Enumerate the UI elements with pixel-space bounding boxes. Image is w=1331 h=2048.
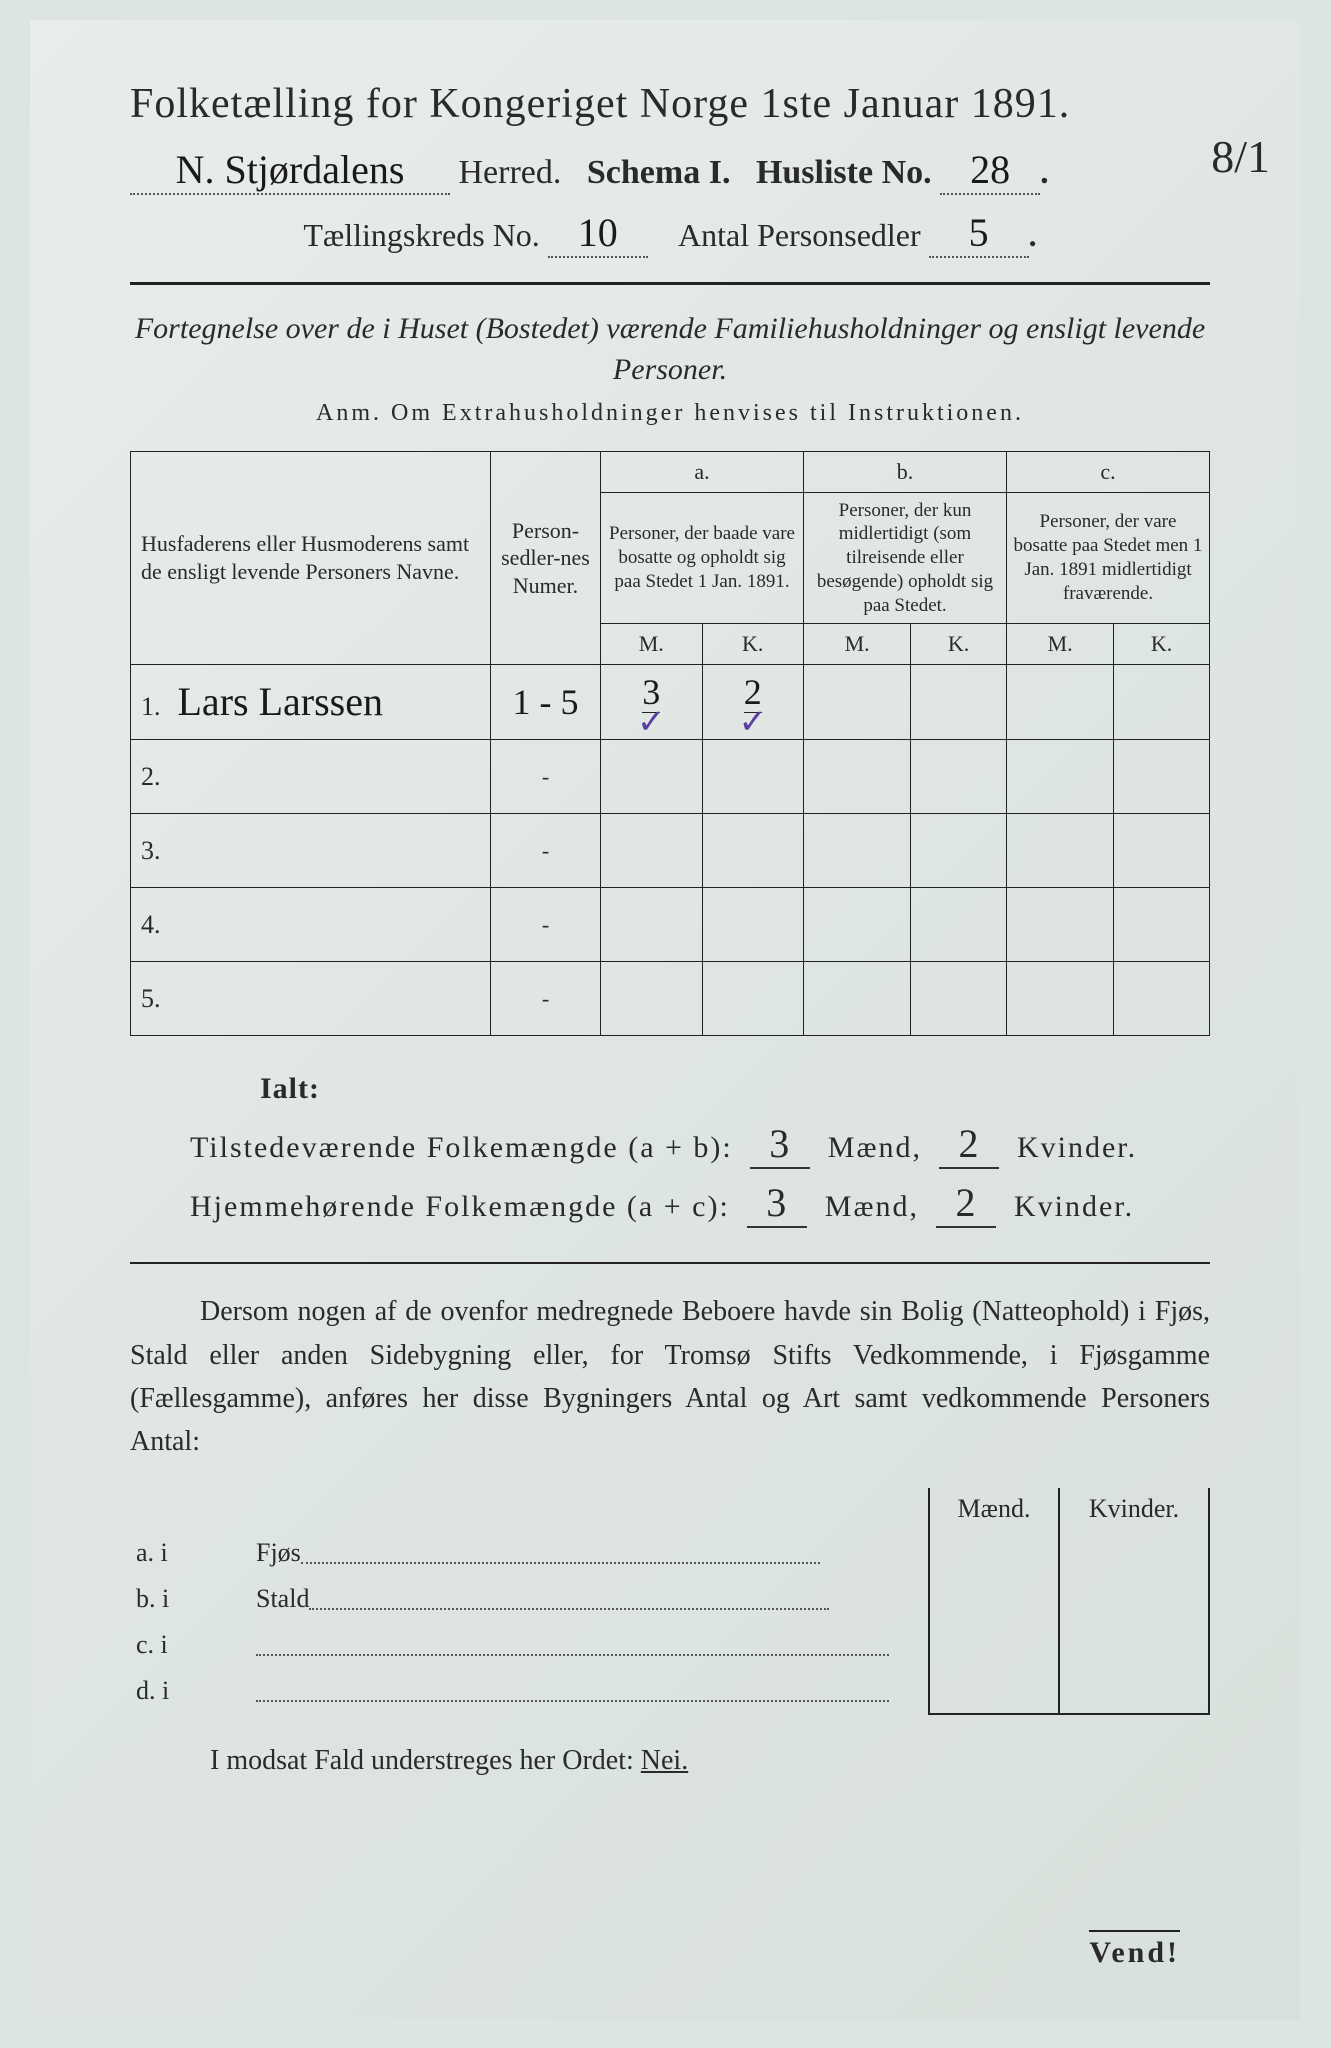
- bottom-k: [1059, 1530, 1209, 1576]
- nei-pre: I modsat Fald understreges her Ordet:: [210, 1745, 641, 1776]
- hr-1: [130, 282, 1210, 285]
- husliste-label: Husliste No.: [756, 154, 932, 191]
- anm-note: Anm. Om Extrahusholdninger henvises til …: [130, 400, 1210, 427]
- sum2-m: 3: [747, 1179, 807, 1228]
- th-b-k: K.: [911, 624, 1007, 665]
- bottom-lbl: a. i: [130, 1530, 250, 1576]
- th-name-text: Husfaderens eller Husmoderens samt de en…: [141, 531, 469, 584]
- row-num: 2.: [141, 762, 171, 792]
- bottom-kind: Fjøs: [256, 1538, 301, 1567]
- census-form-page: 8/1 Folketælling for Kongeriget Norge 1s…: [30, 20, 1300, 2020]
- kvinder-label: Kvinder.: [1014, 1190, 1134, 1223]
- bottom-row: c. i: [130, 1622, 1209, 1668]
- table-row: 5. -: [131, 962, 1210, 1036]
- herred-line: N. Stjørdalens Herred. Schema I. Huslist…: [130, 146, 1210, 195]
- th-name: Husfaderens eller Husmoderens samt de en…: [131, 452, 491, 665]
- th-a-k: K.: [702, 624, 804, 665]
- bottom-k: [1059, 1668, 1209, 1714]
- household-table: Husfaderens eller Husmoderens samt de en…: [130, 451, 1210, 1036]
- th-a: Personer, der baade vare bosatte og opho…: [601, 492, 804, 624]
- kvinder-label: Kvinder.: [1017, 1131, 1137, 1164]
- kreds-no: 10: [548, 209, 648, 258]
- row-cM: [1006, 664, 1113, 739]
- row-cK: [1114, 664, 1210, 739]
- th-b-m: M.: [804, 624, 911, 665]
- bottom-row: a. i Fjøs: [130, 1530, 1209, 1576]
- th-a-m: M.: [601, 624, 703, 665]
- ialt-label: Ialt:: [260, 1072, 1210, 1106]
- bottom-row: d. i: [130, 1668, 1209, 1714]
- margin-annotation: 8/1: [1211, 130, 1270, 183]
- subtitle: Fortegnelse over de i Huset (Bostedet) v…: [130, 309, 1210, 390]
- herred-value: N. Stjørdalens: [130, 146, 450, 195]
- row-num: 5.: [141, 984, 171, 1014]
- sum2-k: 2: [936, 1179, 996, 1228]
- th-a-top: a.: [601, 452, 804, 493]
- maend-label: Mænd,: [825, 1190, 919, 1223]
- bottom-lbl: c. i: [130, 1622, 250, 1668]
- hr-2: [130, 1262, 1210, 1264]
- row-num: 3.: [141, 836, 171, 866]
- th-c-top: c.: [1006, 452, 1209, 493]
- paragraph: Dersom nogen af de ovenfor medregnede Be…: [130, 1290, 1210, 1464]
- sum1-m: 3: [750, 1120, 810, 1169]
- bottom-m: [929, 1622, 1059, 1668]
- table-row: 4. -: [131, 888, 1210, 962]
- th-maend: Mænd.: [929, 1488, 1059, 1530]
- bottom-k: [1059, 1576, 1209, 1622]
- th-numer: Person-sedler-nes Numer.: [491, 452, 601, 665]
- sum1-label: Tilstedeværende Folkemængde (a + b):: [190, 1131, 733, 1164]
- bottom-m: [929, 1576, 1059, 1622]
- row-numer: -: [491, 888, 601, 962]
- table-row: 2. -: [131, 740, 1210, 814]
- row-numer: -: [491, 740, 601, 814]
- bottom-table: Mænd. Kvinder. a. i Fjøs b. i Stald c. i…: [130, 1488, 1210, 1715]
- page-title: Folketælling for Kongeriget Norge 1ste J…: [130, 80, 1210, 128]
- bottom-row: b. i Stald: [130, 1576, 1209, 1622]
- kreds-line: Tællingskreds No. 10 Antal Personsedler …: [130, 209, 1210, 258]
- nei-line: I modsat Fald understreges her Ordet: Ne…: [210, 1745, 1210, 1777]
- row-num: 1.: [141, 692, 171, 722]
- husliste-no: 28: [940, 146, 1040, 195]
- bottom-lbl: d. i: [130, 1668, 250, 1714]
- bottom-kind: Stald: [256, 1584, 309, 1613]
- sum-line-1: Tilstedeværende Folkemængde (a + b): 3 M…: [190, 1120, 1210, 1169]
- tick-icon: ✓: [707, 713, 800, 733]
- nei-word: Nei.: [641, 1745, 688, 1776]
- vend-label: Vend!: [1089, 1930, 1180, 1970]
- th-c-m: M.: [1006, 624, 1113, 665]
- bottom-m: [929, 1668, 1059, 1714]
- schema-label: Schema I.: [587, 154, 731, 191]
- table-row: 1. Lars Larssen 1 - 5 3 ✓ 2 ✓: [131, 664, 1210, 739]
- row-bK: [911, 664, 1007, 739]
- row-numer: 1 - 5: [513, 682, 579, 722]
- bottom-lbl: b. i: [130, 1576, 250, 1622]
- sum1-k: 2: [939, 1120, 999, 1169]
- para-text: Dersom nogen af de ovenfor medregnede Be…: [130, 1296, 1210, 1457]
- table-row: 3. -: [131, 814, 1210, 888]
- th-c-k: K.: [1114, 624, 1210, 665]
- row-bM: [804, 664, 911, 739]
- th-b-top: b.: [804, 452, 1007, 493]
- sum2-label: Hjemmehørende Folkemængde (a + c):: [190, 1190, 730, 1223]
- th-kvinder: Kvinder.: [1059, 1488, 1209, 1530]
- row-num: 4.: [141, 910, 171, 940]
- antal-label: Antal Personsedler: [678, 217, 921, 253]
- kreds-label: Tællingskreds No.: [303, 217, 539, 253]
- antal-value: 5: [929, 209, 1029, 258]
- sum-line-2: Hjemmehørende Folkemængde (a + c): 3 Mæn…: [190, 1179, 1210, 1228]
- row-name: Lars Larssen: [178, 679, 383, 724]
- th-c: Personer, der vare bosatte paa Stedet me…: [1006, 492, 1209, 624]
- row-numer: -: [491, 814, 601, 888]
- bottom-k: [1059, 1622, 1209, 1668]
- bottom-m: [929, 1530, 1059, 1576]
- tick-icon: ✓: [605, 713, 698, 733]
- row-numer: -: [491, 962, 601, 1036]
- anm-text: Anm. Om Extrahusholdninger henvises til …: [316, 400, 1024, 426]
- maend-label: Mænd,: [828, 1131, 922, 1164]
- th-b: Personer, der kun midlertidigt (som tilr…: [804, 492, 1007, 624]
- herred-label: Herred.: [459, 154, 562, 191]
